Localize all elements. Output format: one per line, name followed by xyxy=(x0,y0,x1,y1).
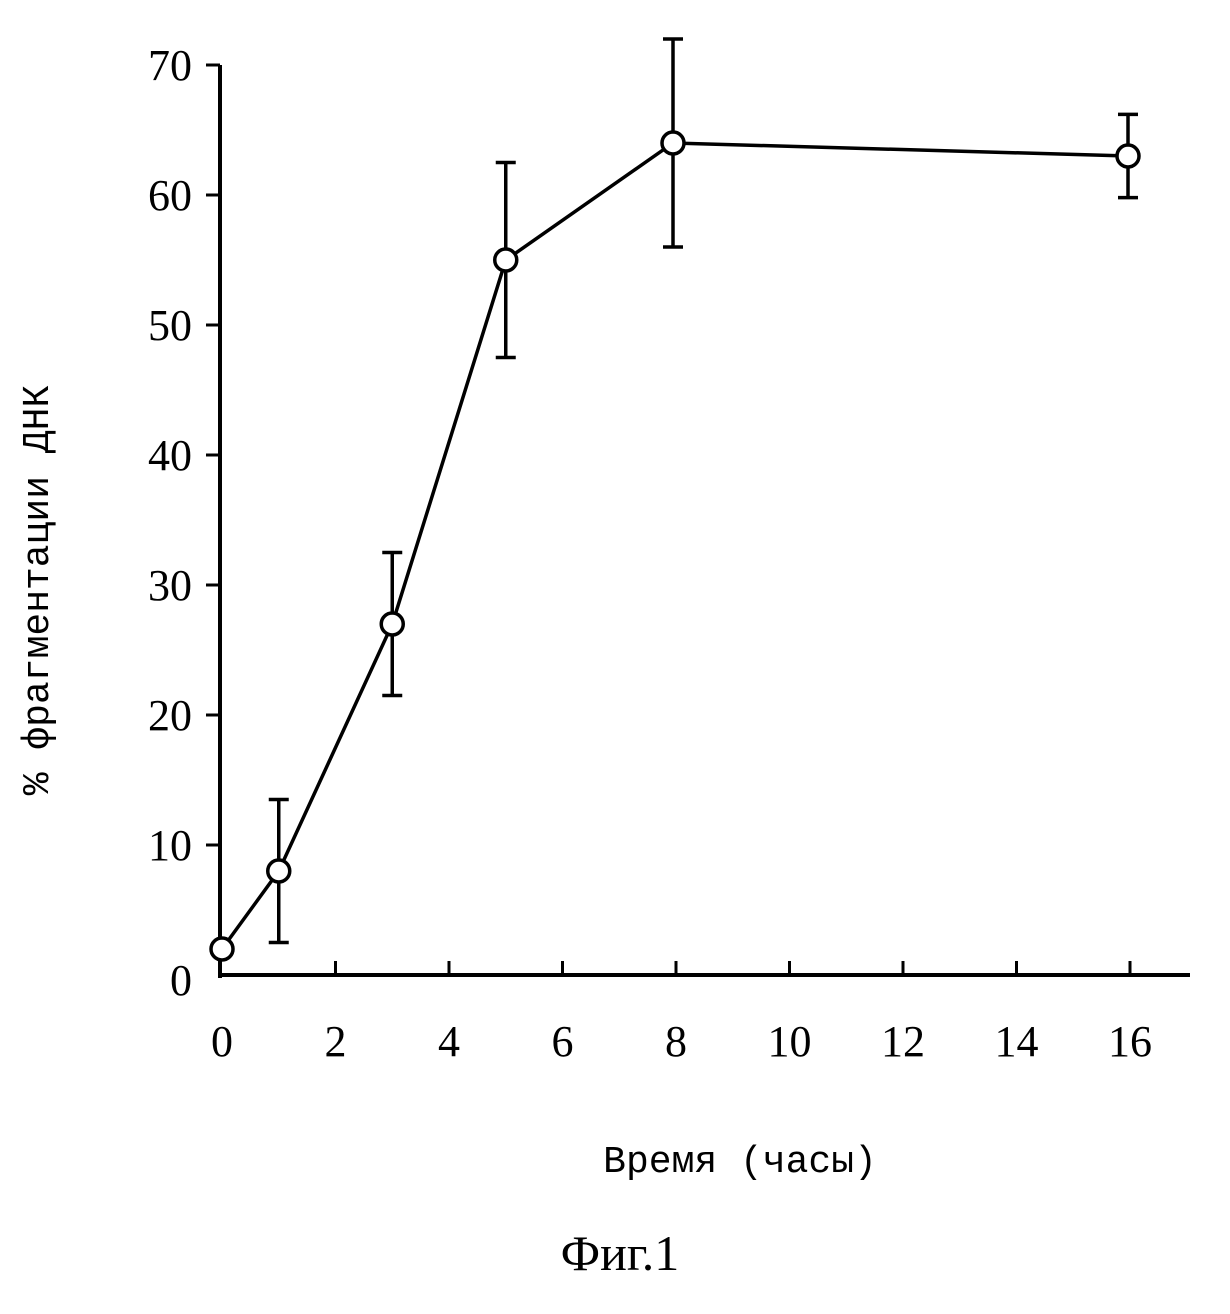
data-point xyxy=(381,613,403,635)
chart-marks xyxy=(211,39,1139,960)
x-tick-label: 0 xyxy=(211,1017,233,1066)
series-line xyxy=(222,143,1128,949)
x-axis-label: Время (часы) xyxy=(603,1141,877,1184)
chart: 0 10 20 30 40 50 60 70 0 2 4 6 8 10 12 14 16 Время (часы… xyxy=(0,0,1230,1314)
y-tick-label: 70 xyxy=(148,41,192,90)
y-tick-label: 60 xyxy=(148,171,192,220)
x-tick-label: 12 xyxy=(881,1017,925,1066)
x-tick-label: 2 xyxy=(325,1017,347,1066)
y-tick-label: 30 xyxy=(148,561,192,610)
y-tick-label: 10 xyxy=(148,821,192,870)
x-tick-label: 14 xyxy=(995,1017,1039,1066)
axes: 0 10 20 30 40 50 60 70 0 2 4 6 8 10 12 14 16 xyxy=(148,41,1190,1066)
data-point xyxy=(495,249,517,271)
data-point xyxy=(1117,145,1139,167)
y-axis-label: % фрагментации ДНК xyxy=(17,385,60,795)
y-tick-label: 20 xyxy=(148,691,192,740)
x-tick-label: 4 xyxy=(438,1017,460,1066)
data-point xyxy=(662,132,684,154)
x-tick-label: 16 xyxy=(1108,1017,1152,1066)
y-tick-label: 40 xyxy=(148,431,192,480)
data-point xyxy=(211,938,233,960)
y-tick-label: 50 xyxy=(148,301,192,350)
y-tick-label: 0 xyxy=(170,956,192,1005)
x-tick-label: 6 xyxy=(552,1017,574,1066)
figure-caption: Фиг.1 xyxy=(561,1225,680,1281)
data-point xyxy=(268,860,290,882)
x-tick-label: 8 xyxy=(665,1017,687,1066)
x-tick-label: 10 xyxy=(768,1017,812,1066)
